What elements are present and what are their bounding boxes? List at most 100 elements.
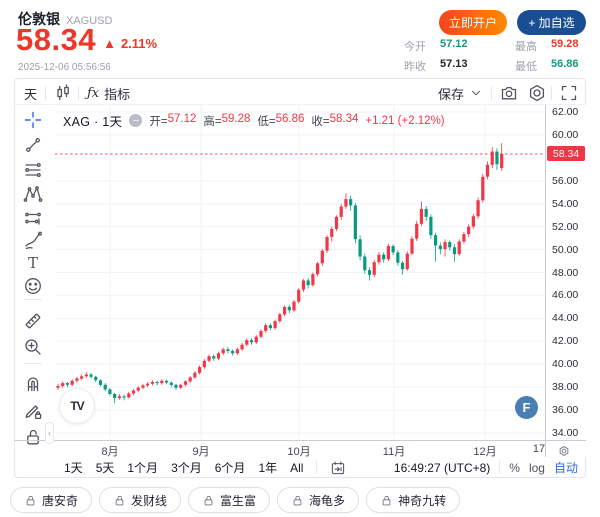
auto-scale-button[interactable]: 自动: [553, 461, 578, 475]
toolbar-divider: [78, 86, 79, 100]
time-axis[interactable]: [14, 440, 586, 457]
lock-icon: [27, 429, 39, 445]
time-tick: 12月: [473, 446, 497, 458]
toolbar-divider: [491, 86, 492, 100]
toolbar-divider: [45, 86, 46, 100]
lock-tool-button[interactable]: [23, 427, 43, 447]
pill-tang-an-qi[interactable]: 唐安奇: [10, 487, 93, 513]
session-clock[interactable]: 16:49:27 (UTC+8): [393, 460, 491, 475]
pill-shen-qi-jiu-zhuan[interactable]: 神奇九转: [366, 487, 461, 513]
pencil-lock-icon: [25, 405, 42, 420]
change-percent: 2.11%: [120, 35, 158, 51]
indicator-pills-row: 唐安奇 发财线 富生富 海龟多 神奇九转: [10, 487, 461, 513]
add-watchlist-button[interactable]: + 加自选: [517, 10, 586, 35]
legend-hide-toggle[interactable]: –: [129, 114, 143, 127]
price-tick: 48.00: [552, 266, 579, 279]
time-tick: 11月: [382, 446, 406, 458]
emoji-tool-button[interactable]: [23, 276, 43, 296]
interval-button[interactable]: 天: [24, 86, 38, 102]
f-watermark-logo: F: [515, 396, 538, 419]
pill-label: 唐安奇: [42, 493, 79, 508]
indicators-button[interactable]: ƒx 指标: [87, 83, 130, 103]
candlestick-plot[interactable]: [55, 105, 545, 440]
crosshair-tool-button[interactable]: [23, 110, 43, 130]
legend-low: 低= 56.86: [257, 112, 305, 128]
fib-retracement-tool-button[interactable]: [23, 160, 43, 180]
range-all[interactable]: All: [290, 460, 304, 475]
zoom-in-tool-button[interactable]: [23, 337, 43, 357]
ruler-icon: [25, 313, 41, 329]
price-up-arrow-icon: ▲: [103, 35, 116, 51]
price-tick: 36.00: [552, 404, 579, 417]
price-tick: 46.00: [552, 289, 579, 302]
brush-tool-button[interactable]: [23, 230, 43, 250]
lock-icon: [382, 495, 391, 505]
settings-gear-icon: [529, 84, 545, 102]
forecast-icon: [25, 212, 41, 225]
toolbar-divider: [24, 299, 42, 300]
chart-legend: XAG · 1天 – 开= 57.12 高= 59.28 低= 56.86 收= 58.…: [63, 111, 445, 130]
pill-fu-sheng-fu[interactable]: 富生富: [188, 487, 271, 513]
legend-change: +1.21 (+2.12%): [365, 114, 445, 127]
settings-button[interactable]: [527, 83, 547, 103]
fullscreen-button[interactable]: [559, 83, 579, 103]
price-tick: 42.00: [552, 335, 579, 348]
pill-fa-cai-xian[interactable]: 发财线: [99, 487, 182, 513]
price-tick: 54.00: [552, 197, 579, 210]
ruler-tool-button[interactable]: [23, 311, 43, 331]
range-1m[interactable]: 1个月: [127, 461, 159, 475]
toolbar-collapse-handle[interactable]: ‹: [45, 422, 54, 444]
range-toolbar: 1天 5天 1个月 3个月 6个月 1年 All 16:49:27 (UTC+8…: [14, 457, 586, 478]
range-1d[interactable]: 1天: [64, 461, 83, 475]
text-icon: T: [28, 254, 38, 272]
price-tick: 50.00: [552, 243, 579, 256]
lock-icon: [115, 495, 124, 505]
save-dropdown-button[interactable]: [469, 83, 483, 103]
pill-label: 海龟多: [309, 493, 346, 508]
open-account-button[interactable]: 立即开户: [439, 10, 507, 35]
range-6m[interactable]: 6个月: [214, 461, 246, 475]
current-price: 58.34: [16, 22, 97, 57]
fx-icon: ƒx: [87, 85, 100, 101]
candle-style-button[interactable]: [53, 83, 73, 103]
legend-close: 收= 58.34: [311, 112, 359, 128]
trend-line-icon: [26, 138, 40, 152]
pill-label: 富生富: [220, 493, 257, 508]
tradingview-logo[interactable]: TV: [59, 388, 95, 424]
drawing-lock-tool-button[interactable]: [23, 400, 43, 420]
log-scale-button[interactable]: log: [528, 460, 545, 475]
indicators-label: 指标: [104, 86, 131, 102]
pill-hai-gui-duo[interactable]: 海龟多: [277, 487, 360, 513]
toolbar-divider: [551, 86, 552, 100]
toolbar-divider: [24, 363, 42, 364]
snapshot-camera-icon: [501, 86, 517, 100]
stat-low: 最低 56.86: [515, 58, 579, 73]
stat-prev-close: 昨收 57.13: [404, 58, 468, 73]
xabcd-pattern-tool-button[interactable]: [23, 184, 43, 204]
pill-label: 神奇九转: [398, 493, 447, 508]
lock-icon: [26, 495, 35, 505]
price-tick: 44.00: [552, 312, 579, 325]
trend-line-tool-button[interactable]: [23, 135, 43, 155]
price-axis[interactable]: 34.00 36.00 38.00 40.00 42.00 44.00 46.00 48.00…: [545, 105, 586, 457]
forecast-tool-button[interactable]: [23, 208, 43, 228]
instrument-symbol: XAGUSD: [66, 15, 113, 27]
range-5d[interactable]: 5天: [95, 461, 115, 475]
legend-high: 高= 59.28: [203, 112, 251, 128]
instrument-title: 伦敦银: [18, 11, 60, 27]
percent-scale-button[interactable]: %: [509, 460, 520, 475]
legend-series-title[interactable]: XAG · 1天: [63, 115, 123, 129]
magnet-tool-button[interactable]: [23, 373, 43, 393]
range-3m[interactable]: 3个月: [171, 461, 202, 475]
lock-icon: [204, 495, 213, 505]
text-tool-button[interactable]: T: [23, 253, 43, 273]
candlestick-svg: [55, 105, 545, 440]
save-button[interactable]: 保存: [438, 86, 465, 102]
calendar-goto-icon: [332, 460, 345, 474]
goto-date-button[interactable]: [330, 460, 346, 476]
pill-label: 发财线: [131, 493, 168, 508]
snapshot-button[interactable]: [499, 83, 519, 103]
axis-settings-button[interactable]: [558, 444, 570, 456]
range-1y[interactable]: 1年: [258, 461, 278, 475]
price-tick: 34.00: [552, 427, 579, 439]
